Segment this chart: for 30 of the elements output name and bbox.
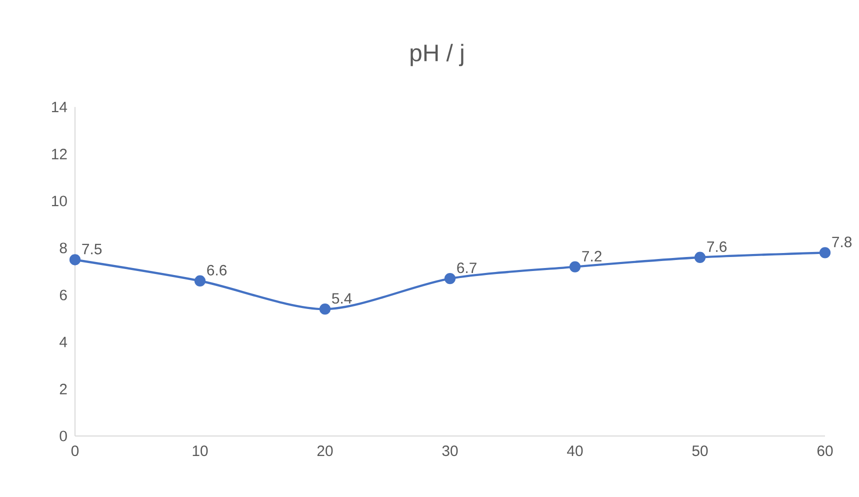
data-label: 7.6 xyxy=(707,241,727,252)
y-tick-label: 0 xyxy=(60,430,67,442)
data-label: 7.2 xyxy=(582,250,602,262)
y-tick-label: 8 xyxy=(60,242,67,254)
x-tick-label: 20 xyxy=(317,446,333,456)
point xyxy=(69,254,81,266)
data-label: 6.7 xyxy=(457,262,476,274)
data-label: 6.6 xyxy=(207,264,227,276)
y-tick-label: 10 xyxy=(52,196,67,206)
x-tick-label: 0 xyxy=(71,446,79,456)
x-tick-label: 10 xyxy=(192,446,208,456)
data-label: 5.4 xyxy=(332,293,352,304)
x-tick-label: 40 xyxy=(567,446,583,456)
y-tick-label: 12 xyxy=(52,148,67,160)
data-label: 7.8 xyxy=(832,236,852,248)
point xyxy=(819,247,831,258)
x-tick-label: 30 xyxy=(442,446,458,456)
y-tick-label: 6 xyxy=(60,290,67,300)
x-tick-label: 60 xyxy=(817,446,833,456)
point xyxy=(194,275,206,286)
point xyxy=(569,261,581,272)
point xyxy=(444,272,456,284)
y-tick-label: 4 xyxy=(60,336,68,348)
y-tick-label: 2 xyxy=(60,384,67,394)
x-tick-label: 50 xyxy=(692,446,708,456)
point xyxy=(319,304,331,315)
data-label: 7.5 xyxy=(82,244,102,254)
point xyxy=(694,252,706,263)
chart-title: pH / j xyxy=(410,44,464,66)
y-tick-label: 14 xyxy=(52,102,68,112)
